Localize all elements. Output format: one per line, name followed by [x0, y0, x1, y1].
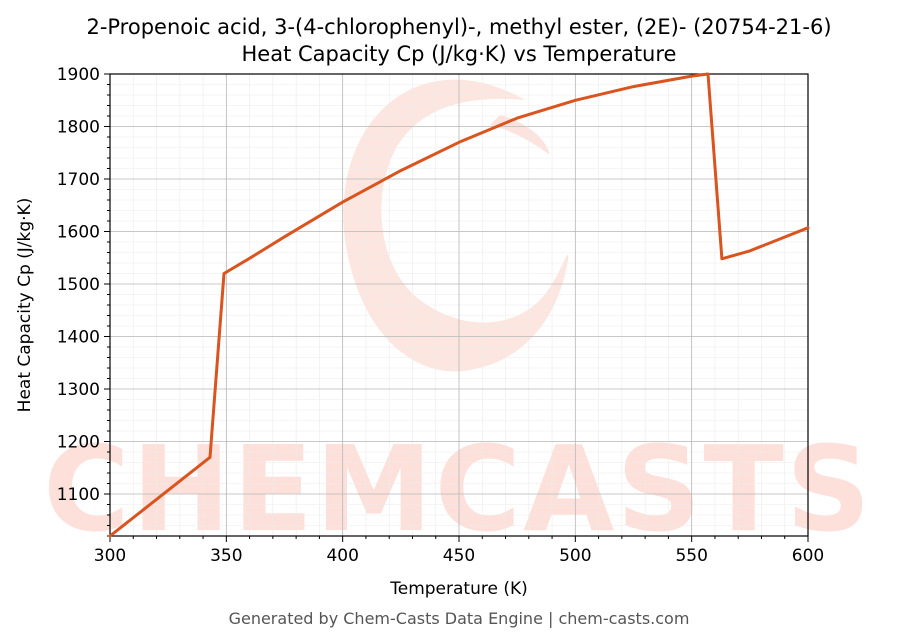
series-line — [108, 72, 810, 538]
y-axis-label: Heat Capacity Cp (J/kg·K) — [15, 198, 35, 413]
x-tick-label: 550 — [675, 546, 707, 566]
y-tick-label: 1800 — [57, 118, 100, 138]
y-tick-label: 1700 — [57, 170, 100, 190]
x-tick-label: 350 — [210, 546, 242, 566]
x-axis-label: Temperature (K) — [389, 579, 528, 599]
x-tick-label: 600 — [792, 546, 824, 566]
footer-credit: Generated by Chem-Casts Data Engine | ch… — [229, 609, 690, 628]
watermark: CHEMCASTS — [43, 79, 873, 558]
x-tick-label: 450 — [443, 546, 475, 566]
y-tick-label: 1600 — [57, 223, 100, 243]
chart-title: 2-Propenoic acid, 3-(4-chlorophenyl)-, m… — [86, 15, 831, 39]
watermark-logo — [343, 79, 569, 372]
y-tick-label: 1900 — [57, 65, 100, 85]
y-tick-label: 1100 — [57, 485, 100, 505]
watermark-text: CHEMCASTS — [43, 420, 873, 558]
series-layer — [108, 72, 810, 538]
y-tick-label: 1500 — [57, 275, 100, 295]
x-axis: 300 350 400 450 500 550 600 — [94, 536, 824, 566]
x-tick-label: 300 — [94, 546, 126, 566]
y-axis: 1100 1200 1300 1400 1500 1600 1700 1800 1900 — [57, 65, 110, 537]
y-tick-label: 1300 — [57, 380, 100, 400]
chart-subtitle: Heat Capacity Cp (J/kg·K) vs Temperature — [242, 42, 677, 66]
y-tick-label: 1400 — [57, 328, 100, 348]
y-tick-label: 1200 — [57, 433, 100, 453]
x-tick-label: 500 — [559, 546, 591, 566]
x-tick-label: 400 — [326, 546, 358, 566]
